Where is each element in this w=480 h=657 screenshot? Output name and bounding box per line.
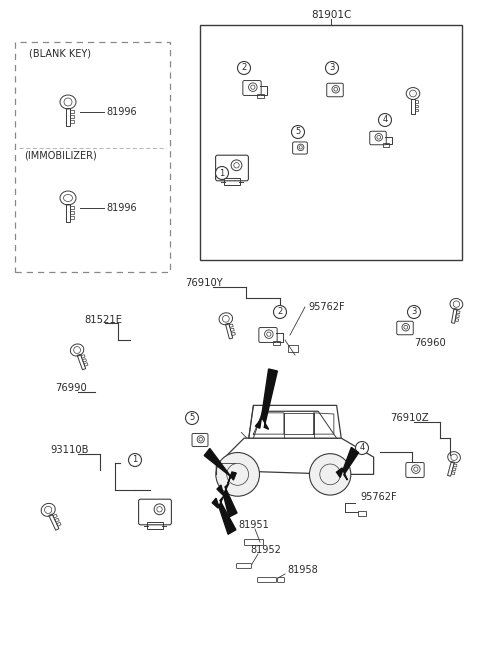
Text: 3: 3	[329, 64, 335, 72]
Bar	[358, 511, 366, 516]
Text: 81901C: 81901C	[311, 10, 351, 20]
Text: 95762F: 95762F	[308, 302, 345, 312]
Circle shape	[129, 453, 142, 466]
Circle shape	[379, 114, 392, 127]
Circle shape	[185, 411, 199, 424]
Text: 93110B: 93110B	[50, 445, 88, 455]
Text: 76990: 76990	[55, 383, 87, 393]
Text: 76910Z: 76910Z	[390, 413, 429, 423]
Text: 81996: 81996	[106, 203, 137, 213]
Text: 81958: 81958	[287, 565, 318, 575]
Bar	[257, 94, 264, 98]
Text: (IMMOBILIZER): (IMMOBILIZER)	[24, 150, 97, 160]
Text: 81952: 81952	[250, 545, 281, 555]
Text: 1: 1	[132, 455, 138, 464]
Circle shape	[310, 454, 351, 495]
Circle shape	[274, 306, 287, 319]
Circle shape	[238, 62, 251, 74]
Circle shape	[216, 453, 260, 496]
Text: 5: 5	[295, 127, 300, 137]
Text: 81951: 81951	[238, 520, 269, 530]
Text: 2: 2	[241, 64, 247, 72]
Polygon shape	[212, 496, 236, 534]
Text: 76910Y: 76910Y	[185, 278, 223, 288]
Text: 5: 5	[190, 413, 194, 422]
Text: 4: 4	[360, 443, 365, 453]
Circle shape	[291, 125, 304, 139]
Text: 76960: 76960	[414, 338, 446, 348]
Bar	[383, 143, 388, 147]
Polygon shape	[249, 405, 341, 438]
Text: 2: 2	[277, 307, 283, 317]
Circle shape	[325, 62, 338, 74]
Text: 4: 4	[383, 116, 388, 124]
Text: 1: 1	[219, 168, 225, 177]
Text: (BLANK KEY): (BLANK KEY)	[29, 48, 91, 58]
Text: 3: 3	[411, 307, 417, 317]
Polygon shape	[217, 483, 237, 517]
Circle shape	[216, 166, 228, 179]
Circle shape	[356, 442, 369, 455]
Circle shape	[408, 306, 420, 319]
Text: 81521E: 81521E	[84, 315, 122, 325]
Bar	[273, 341, 280, 345]
Polygon shape	[204, 449, 236, 484]
Bar	[200, 25, 462, 260]
Polygon shape	[336, 447, 359, 480]
Bar	[288, 345, 298, 352]
Text: 81996: 81996	[106, 107, 137, 117]
Polygon shape	[216, 438, 373, 474]
Polygon shape	[255, 369, 277, 429]
Text: 95762F: 95762F	[360, 492, 396, 502]
